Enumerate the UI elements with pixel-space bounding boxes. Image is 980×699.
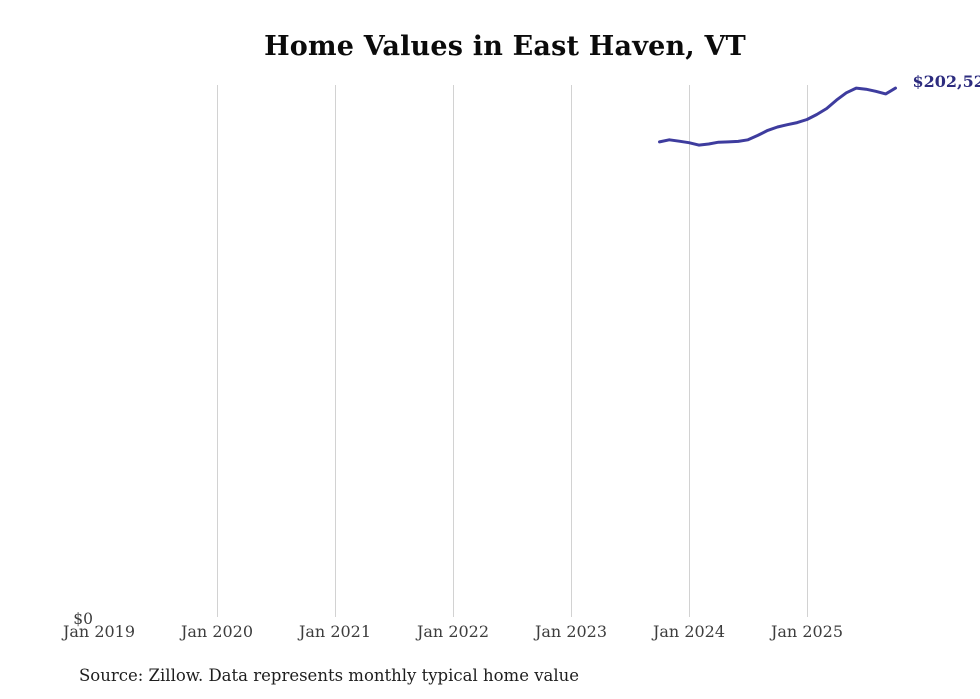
source-note: Source: Zillow. Data represents monthly … (79, 666, 580, 685)
home-value-line (658, 86, 897, 147)
x-tick-label-2025: Jan 2025 (770, 622, 844, 641)
chart-title: Home Values in East Haven, VT (264, 31, 746, 62)
latest-value-label: $202,523 (912, 72, 980, 92)
x-tick-label-2021: Jan 2021 (298, 622, 372, 641)
x-tick-label-2023: Jan 2023 (534, 622, 608, 641)
vertical-gridlines (217, 85, 808, 617)
x-tick-label-2019: Jan 2019 (62, 622, 136, 641)
y-axis-zero-label: $0 (73, 610, 93, 628)
x-tick-label-2022: Jan 2022 (416, 622, 490, 641)
x-tick-label-2020: Jan 2020 (180, 622, 254, 641)
x-tick-label-2024: Jan 2024 (652, 622, 726, 641)
